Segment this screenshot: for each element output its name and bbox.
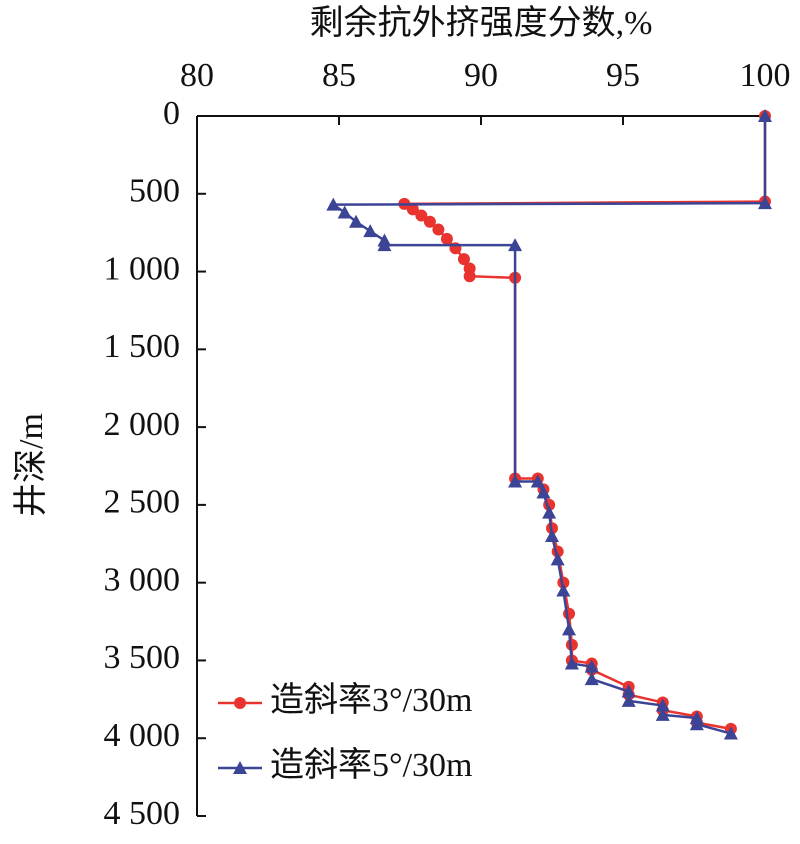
data-point: [545, 529, 559, 542]
data-point: [621, 684, 636, 698]
y-tick-label: 0: [163, 95, 180, 132]
legend-marker: [234, 697, 246, 709]
data-point: [655, 698, 670, 712]
y-tick-label: 2 500: [104, 484, 181, 521]
legend-label: 造斜率5°/30m: [270, 746, 473, 784]
x-tick-label: 95: [606, 57, 640, 94]
data-point: [563, 607, 576, 620]
data-point: [655, 707, 670, 721]
x-tick-label: 85: [322, 57, 356, 94]
data-point: [415, 209, 428, 222]
data-point: [432, 223, 445, 236]
data-point: [758, 109, 772, 122]
data-point: [337, 205, 352, 219]
y-axis-label: 井深/m: [12, 413, 50, 517]
data-point: [562, 622, 577, 636]
y-tick-label: 2 000: [104, 406, 181, 443]
y-tick-label: 3 000: [104, 561, 181, 598]
data-point: [440, 232, 453, 245]
data-point: [508, 238, 523, 252]
data-point: [326, 197, 341, 211]
y-tick-label: 4 500: [104, 795, 181, 832]
data-point: [584, 672, 599, 686]
data-point: [758, 196, 772, 210]
data-point: [406, 203, 419, 216]
data-point: [689, 717, 704, 731]
x-tick-label: 80: [180, 57, 214, 94]
data-point: [463, 270, 476, 283]
data-point: [550, 552, 565, 566]
y-tick-label: 4 000: [104, 717, 181, 754]
y-tick-label: 1 500: [104, 328, 181, 365]
data-point: [542, 505, 557, 519]
x-tick-label: 90: [464, 57, 498, 94]
series-line: [329, 116, 767, 735]
data-point: [621, 693, 636, 707]
data-point: [564, 656, 579, 670]
data-point: [530, 474, 545, 488]
data-point: [556, 583, 571, 597]
data-point: [423, 215, 436, 228]
data-point: [363, 224, 378, 238]
y-tick-label: 3 500: [104, 639, 181, 676]
x-tick-label: 100: [740, 57, 791, 94]
data-point: [536, 485, 551, 499]
data-point: [584, 659, 599, 673]
y-tick-label: 1 000: [104, 250, 181, 287]
data-point: [508, 474, 523, 488]
data-point: [349, 214, 364, 228]
chart-title: 剩余抗外挤强度分数,%: [310, 4, 653, 42]
legend-marker: [233, 761, 247, 774]
data-point: [723, 726, 738, 740]
legend-label: 造斜率3°/30m: [270, 681, 473, 719]
data-point: [377, 238, 392, 252]
y-tick-label: 500: [129, 173, 180, 210]
series-line: [400, 116, 767, 731]
data-point: [457, 253, 470, 266]
